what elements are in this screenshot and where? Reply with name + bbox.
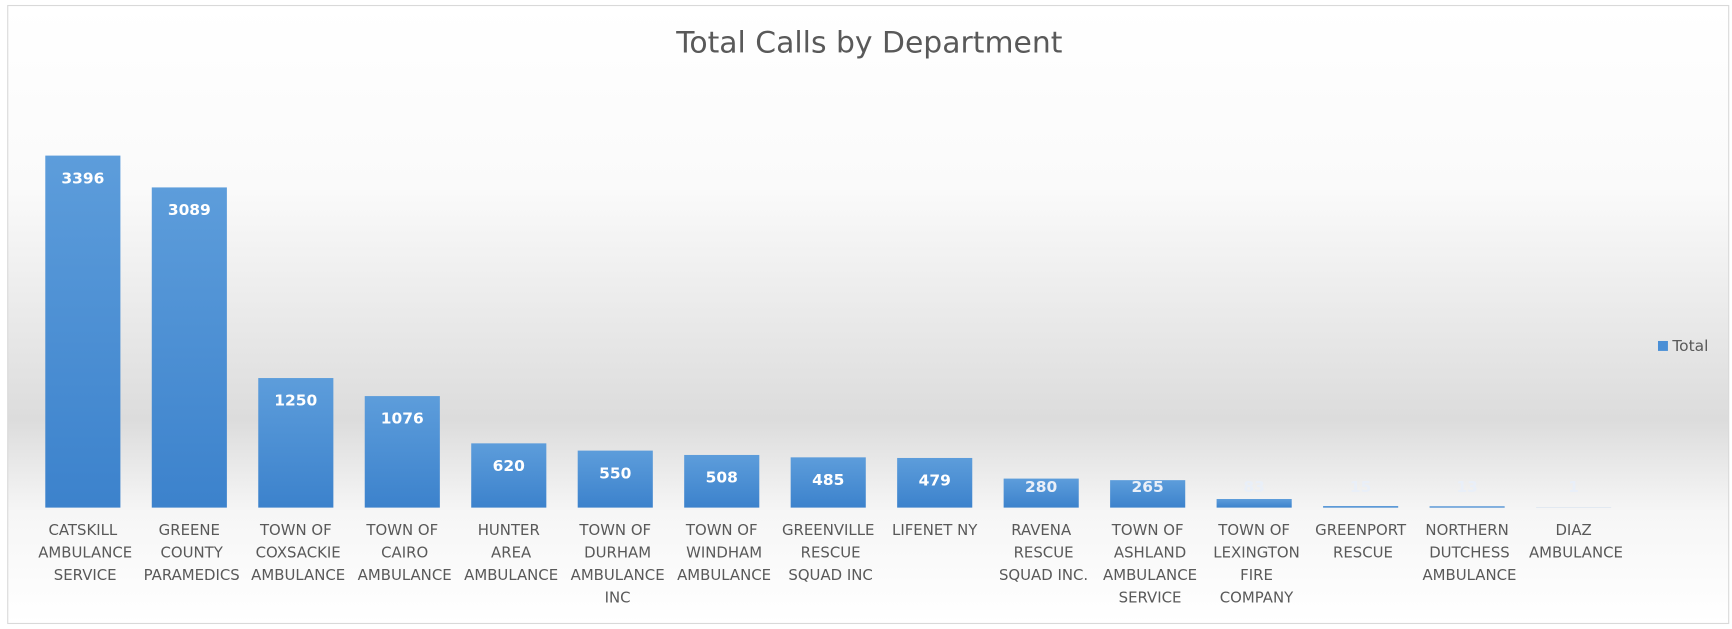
x-tick-label: HUNTER AREA AMBULANCE xyxy=(459,521,558,584)
x-tick-label: NORTHERN DUTCHESS AMBULANCE xyxy=(1418,521,1517,584)
x-tick-label: DIAZ AMBULANCE xyxy=(1524,521,1623,562)
chart-area xyxy=(7,4,1730,625)
data-label: 479 xyxy=(919,472,951,490)
data-label: 508 xyxy=(706,469,738,487)
x-tick-label: GREENPORT RESCUE xyxy=(1315,521,1407,562)
bar xyxy=(1003,478,1079,508)
data-label: 1076 xyxy=(381,410,424,428)
bar xyxy=(258,378,334,508)
bar xyxy=(684,454,760,508)
data-label: 485 xyxy=(812,471,844,489)
x-tick-label: TOWN OF LEXINGTON FIRE COMPANY xyxy=(1209,521,1300,607)
x-tick-label: TOWN OF ASHLAND AMBULANCE SERVICE xyxy=(1098,521,1197,607)
x-tick-label: GREENE COUNTY PARAMEDICS xyxy=(139,521,240,584)
data-label: 620 xyxy=(493,457,525,475)
data-label: 280 xyxy=(1025,478,1057,496)
x-tick-label: CATSKILL AMBULANCE SERVICE xyxy=(33,521,132,584)
data-label: 15 xyxy=(1350,478,1371,496)
bar xyxy=(471,443,547,508)
x-tick-label: RAVENA RESCUE SQUAD INC. xyxy=(994,521,1088,584)
x-tick-label: LIFENET NY xyxy=(892,521,978,539)
x-tick-label: TOWN OF CAIRO AMBULANCE xyxy=(353,521,452,584)
bar xyxy=(790,457,866,508)
bar xyxy=(1323,506,1399,508)
legend-swatch xyxy=(1657,340,1668,351)
data-label: 1250 xyxy=(274,392,317,410)
bar xyxy=(577,450,653,508)
data-label: 550 xyxy=(599,464,631,482)
bar xyxy=(151,187,227,508)
data-label: 265 xyxy=(1132,478,1164,496)
x-tick-label: TOWN OF WINDHAM AMBULANCE xyxy=(672,521,771,584)
x-tick-label: TOWN OF DURHAM AMBULANCE INC xyxy=(566,521,665,607)
bar xyxy=(897,457,973,508)
data-label: 83 xyxy=(1243,478,1264,496)
data-label: 3089 xyxy=(168,201,211,219)
bar xyxy=(1429,506,1505,508)
bar xyxy=(1216,499,1292,508)
bar xyxy=(45,155,121,508)
data-label: 1 xyxy=(1568,478,1579,496)
data-label: 3396 xyxy=(61,169,104,187)
x-tick-label: TOWN OF COXSACKIE AMBULANCE xyxy=(246,521,345,584)
bar xyxy=(364,396,440,508)
chart-title: Total Calls by Department xyxy=(675,26,1062,61)
data-label: 13 xyxy=(1456,478,1477,496)
legend-label: Total xyxy=(1671,337,1708,355)
x-tick-label: GREENVILLE RESCUE SQUAD INC xyxy=(782,521,874,584)
bar xyxy=(1110,480,1186,508)
